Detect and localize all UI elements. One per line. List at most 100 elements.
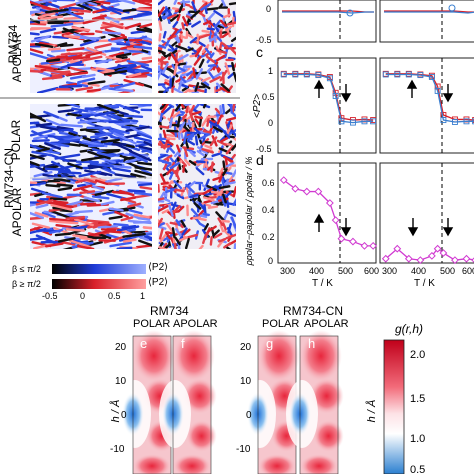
molecule-rod (179, 133, 180, 139)
heatmap-letter-h: h (308, 336, 315, 351)
colorbar-row1-label: β ≤ π/2 (12, 264, 41, 274)
molecule-rod (222, 221, 228, 222)
molecule-rod (172, 79, 173, 86)
molecule-rod (197, 161, 204, 162)
heatmap-ytick-m10-left: -10 (110, 444, 124, 455)
molecule-rod (57, 222, 78, 223)
molecule-rod (81, 204, 95, 205)
top-panel-frames (278, 0, 474, 42)
orientation-colorbar (52, 264, 146, 289)
data-point (332, 217, 338, 223)
molecule-rod (207, 8, 217, 9)
molecule-rod (173, 228, 174, 237)
top-panel-curves (282, 5, 474, 16)
heatmap-sub-polar-2: POLAR (262, 318, 299, 330)
transition-lines (340, 0, 442, 263)
molecule-rod (189, 90, 195, 91)
molecule-rod (179, 245, 180, 252)
molecule-rod (103, 32, 120, 33)
molecule-rod (164, 32, 165, 37)
molecule-rod (118, 248, 132, 249)
molecule-rod (139, 184, 152, 185)
line-series-layer (281, 71, 474, 263)
heatmap-panels (119, 330, 404, 474)
molecule-rod (57, 225, 71, 227)
molecule-rod (144, 227, 157, 228)
heatmap-group-rm734: RM734 (150, 304, 189, 318)
molecule-rod (56, 234, 70, 235)
series-line (386, 74, 474, 122)
molecule-rod (67, 229, 84, 230)
heatmap-ytick-20-right: 20 (240, 342, 251, 353)
molecule-rod (131, 104, 151, 105)
molecule-rod (208, 117, 216, 118)
molecule-rod (224, 162, 225, 170)
panel-d-ytick-04: 0.4 (262, 205, 275, 215)
xtick-l-400: 400 (309, 266, 324, 276)
heatmap-ytick-10-left: 10 (115, 376, 126, 387)
molecule-rod (182, 23, 183, 28)
molecule-rod (235, 244, 236, 251)
molecule-rod (170, 118, 171, 127)
molecule-rod (62, 53, 82, 54)
xlabel-left: T / K (312, 278, 333, 289)
molecule-rod (33, 140, 49, 141)
data-point (463, 256, 469, 262)
colorbar-row2-label: β ≥ π/2 (12, 279, 41, 289)
heatmap-letter-g: g (266, 336, 273, 351)
molecule-rod (23, 33, 38, 35)
molecule-rod (29, 23, 46, 24)
molecule-rod (183, 0, 184, 6)
molecule-rod (184, 104, 190, 106)
molecule-rod (67, 217, 84, 219)
panel-d-ytick-0: 0 (268, 256, 273, 266)
molecule-rod (65, 36, 79, 37)
molecule-rod (194, 217, 200, 218)
panel-d-frames (278, 163, 474, 263)
molecule-rod (139, 218, 150, 220)
molecule-rod (80, 191, 94, 193)
molecule-rod (24, 12, 40, 13)
molecule-rod (125, 116, 142, 117)
molecule-rod (46, 169, 60, 170)
molecule-rod (209, 207, 217, 208)
sub-label-polar-2: POLAR (9, 115, 23, 165)
molecule-rod (49, 181, 60, 182)
colorbar-p2-label-2: ⟨P2⟩ (148, 277, 168, 288)
heatmap-ytick-m10-right: -10 (236, 444, 250, 455)
molecule-rod (162, 183, 168, 184)
molecule-rod (189, 191, 190, 197)
molecule-rod (124, 10, 135, 11)
panel-d-ytick-02: 0.2 (262, 232, 275, 242)
molecule-rod (26, 123, 38, 124)
heatmap-group-rm734-cn: RM734-CN (283, 304, 343, 318)
molecule-rod (61, 125, 81, 126)
molecule-rod (203, 214, 208, 215)
heatmap-sub-polar-1: POLAR (133, 318, 170, 330)
molecule-rod (109, 231, 120, 232)
molecule-rod (211, 237, 212, 244)
molecule-rod (138, 163, 152, 165)
xtick-r-300: 300 (382, 266, 397, 276)
molecule-rod (164, 131, 165, 137)
trend-arrows (315, 81, 452, 235)
top-ytick-0: 0 (266, 4, 271, 14)
molecule-rod (220, 106, 221, 115)
heatmap-colorbar (384, 340, 404, 474)
heatmap-colorbar-label: g(r,h) (395, 322, 423, 336)
molecule-rod (208, 29, 214, 30)
sub-label-apolar-1: APOLAR (10, 28, 24, 88)
heatmap-cbar-tick-15: 1.5 (410, 393, 425, 405)
heatmap-letter-e: e (140, 336, 147, 351)
xtick-l-300: 300 (280, 266, 295, 276)
molecule-rod (209, 65, 215, 66)
series-line (284, 74, 373, 122)
molecule-rod (220, 186, 229, 188)
data-point (452, 257, 458, 263)
molecule-rod (214, 203, 223, 204)
molecule-rod (167, 138, 175, 139)
colorbar-p2-label-1: ⟨P2⟩ (148, 262, 168, 273)
molecule-rod (88, 90, 100, 91)
panel-c-ytick-0: 0 (268, 118, 273, 128)
colorbar-tick-1: 1 (140, 291, 145, 301)
